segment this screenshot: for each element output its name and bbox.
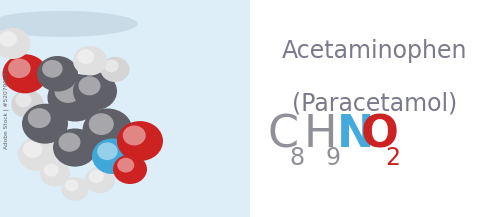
Text: Acetaminophen: Acetaminophen: [282, 39, 468, 63]
Bar: [250, 0, 500, 217]
Ellipse shape: [54, 79, 82, 103]
Ellipse shape: [117, 158, 134, 173]
Ellipse shape: [78, 76, 100, 95]
Text: O: O: [361, 113, 399, 156]
Ellipse shape: [97, 142, 117, 160]
Ellipse shape: [73, 46, 107, 76]
Text: 8: 8: [289, 146, 304, 170]
Text: N: N: [337, 113, 374, 156]
Ellipse shape: [89, 170, 104, 183]
Ellipse shape: [40, 161, 70, 187]
Ellipse shape: [82, 108, 132, 152]
Ellipse shape: [113, 155, 147, 184]
Text: 2: 2: [385, 146, 400, 170]
Ellipse shape: [23, 141, 42, 158]
Ellipse shape: [53, 128, 97, 167]
Ellipse shape: [100, 57, 130, 82]
Ellipse shape: [44, 163, 59, 176]
Ellipse shape: [48, 74, 102, 122]
Ellipse shape: [88, 113, 114, 135]
Ellipse shape: [64, 179, 78, 191]
Ellipse shape: [58, 133, 80, 152]
Ellipse shape: [22, 104, 68, 144]
Text: 9: 9: [326, 146, 340, 170]
Bar: [0, 0, 250, 217]
Ellipse shape: [0, 11, 138, 37]
Ellipse shape: [2, 54, 48, 93]
Ellipse shape: [117, 121, 163, 161]
Ellipse shape: [0, 28, 30, 59]
Ellipse shape: [11, 90, 44, 118]
Text: H: H: [304, 113, 338, 156]
Ellipse shape: [92, 138, 133, 174]
Ellipse shape: [77, 49, 94, 64]
Text: Adobe Stock | #520790882: Adobe Stock | #520790882: [3, 68, 9, 149]
Text: C: C: [268, 113, 298, 156]
Ellipse shape: [85, 167, 115, 193]
Ellipse shape: [16, 93, 32, 107]
Ellipse shape: [18, 137, 57, 171]
Ellipse shape: [28, 108, 51, 128]
Ellipse shape: [61, 177, 89, 201]
Text: (Paracetamol): (Paracetamol): [292, 91, 458, 115]
Ellipse shape: [73, 72, 117, 110]
Ellipse shape: [123, 125, 146, 145]
Ellipse shape: [0, 31, 17, 47]
Ellipse shape: [104, 60, 118, 72]
Ellipse shape: [8, 59, 30, 78]
Ellipse shape: [37, 56, 78, 92]
Ellipse shape: [42, 60, 62, 78]
